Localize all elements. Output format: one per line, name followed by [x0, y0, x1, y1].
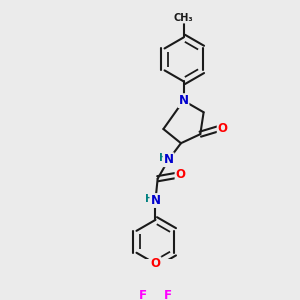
Text: N: N	[178, 94, 188, 107]
Text: H: H	[146, 194, 154, 204]
Text: N: N	[164, 153, 174, 166]
Text: F: F	[139, 290, 147, 300]
Text: N: N	[151, 194, 160, 207]
Text: F: F	[164, 290, 172, 300]
Text: CH₃: CH₃	[174, 13, 193, 22]
Text: H: H	[158, 153, 167, 164]
Text: O: O	[151, 257, 160, 270]
Text: O: O	[218, 122, 228, 135]
Text: O: O	[176, 168, 186, 181]
